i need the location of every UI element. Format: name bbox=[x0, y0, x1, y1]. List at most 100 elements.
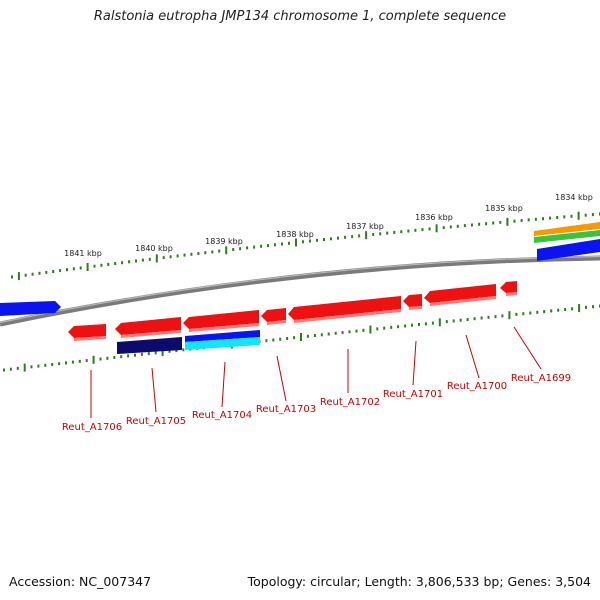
outer-tick-minor bbox=[584, 213, 587, 217]
inner-tick-major bbox=[508, 311, 511, 320]
outer-tick-minor bbox=[190, 252, 193, 256]
inner-tick-major bbox=[438, 318, 441, 327]
outer-tick-minor bbox=[442, 226, 445, 230]
outer-tick-minor bbox=[316, 238, 318, 242]
outer-tick-major bbox=[506, 217, 509, 226]
outer-tick-minor bbox=[93, 264, 96, 268]
outer-tick-minor bbox=[176, 254, 179, 258]
gene-label-reut-a1706[interactable]: Reut_A1706 bbox=[62, 422, 122, 433]
gene-reut-a1700[interactable] bbox=[424, 284, 496, 303]
inner-tick-major bbox=[92, 355, 95, 364]
outer-tick-major bbox=[155, 254, 158, 263]
gene-label-reut-a1703[interactable]: Reut_A1703 bbox=[256, 404, 316, 415]
outer-tick-major bbox=[435, 224, 438, 233]
inner-tick-minor bbox=[106, 356, 109, 360]
gene-reut-a1704[interactable] bbox=[183, 310, 259, 329]
inner-tick-minor bbox=[487, 315, 490, 319]
outer-tick-minor bbox=[45, 270, 48, 274]
gene-reut-a1701[interactable] bbox=[403, 294, 422, 307]
outer-tick-minor bbox=[232, 248, 235, 251]
kbp-label-1836: 1836 kbp bbox=[415, 213, 453, 222]
inner-tick-minor bbox=[424, 322, 427, 326]
inner-tick-minor bbox=[30, 365, 33, 369]
inner-tick-major bbox=[578, 304, 581, 313]
inner-tick-minor bbox=[265, 339, 268, 343]
gene-blue-right[interactable] bbox=[537, 239, 600, 261]
gene-label-reut-a1702[interactable]: Reut_A1702 bbox=[320, 397, 380, 408]
inner-tick-minor bbox=[473, 317, 476, 321]
outer-tick-minor bbox=[549, 216, 552, 220]
inner-tick-minor bbox=[501, 314, 504, 318]
outer-tick-minor bbox=[31, 272, 34, 276]
inner-tick-minor bbox=[279, 337, 282, 341]
outer-tick-minor bbox=[11, 275, 13, 279]
inner-tick-minor bbox=[140, 352, 143, 356]
inner-tick-minor bbox=[182, 348, 185, 352]
kbp-label-1834: 1834 kbp bbox=[555, 193, 593, 202]
outer-tick-minor bbox=[79, 266, 82, 270]
gene-label-reut-a1704[interactable]: Reut_A1704 bbox=[192, 410, 252, 421]
inner-tick-minor bbox=[459, 318, 462, 322]
inner-tick-minor bbox=[362, 328, 365, 332]
outer-tick-minor bbox=[246, 246, 249, 250]
inner-tick-minor bbox=[376, 327, 379, 331]
outer-tick-minor bbox=[52, 270, 55, 273]
outer-tick-minor bbox=[148, 257, 151, 261]
gene-navy[interactable] bbox=[117, 337, 182, 354]
inner-tick-minor bbox=[522, 312, 525, 316]
outer-tick-minor bbox=[414, 228, 417, 232]
gene-reut-a1705[interactable] bbox=[115, 317, 181, 335]
gene-orange[interactable] bbox=[534, 222, 600, 236]
gene-reut-a1699[interactable] bbox=[500, 281, 517, 293]
outer-scale-ticks bbox=[11, 211, 600, 281]
outer-tick-minor bbox=[556, 216, 559, 219]
inner-tick-minor bbox=[452, 319, 455, 323]
outer-tick-minor bbox=[542, 217, 544, 221]
inner-tick-minor bbox=[466, 318, 469, 321]
outer-tick-minor bbox=[281, 242, 283, 246]
outer-tick-major bbox=[17, 272, 20, 281]
inner-tick-minor bbox=[404, 324, 407, 328]
outer-tick-minor bbox=[513, 219, 516, 223]
inner-tick-minor bbox=[65, 361, 67, 365]
inner-tick-minor bbox=[71, 360, 74, 364]
gene-reut-a1706[interactable] bbox=[68, 324, 106, 338]
gene-reut-a1702[interactable] bbox=[288, 296, 401, 320]
outer-tick-minor bbox=[344, 235, 347, 239]
inner-tick-major bbox=[23, 363, 26, 372]
outer-tick-minor bbox=[66, 268, 68, 272]
inner-tick-minor bbox=[355, 329, 358, 333]
outer-tick-minor bbox=[107, 262, 110, 266]
outer-tick-minor bbox=[492, 221, 495, 225]
gene-label-reut-a1700[interactable]: Reut_A1700 bbox=[447, 381, 507, 392]
outer-tick-minor bbox=[260, 244, 263, 248]
inner-tick-major bbox=[369, 325, 372, 334]
gene-label-reut-a1701[interactable]: Reut_A1701 bbox=[383, 389, 443, 400]
accession-text: Accession: NC_007347 bbox=[9, 574, 152, 589]
outer-tick-major bbox=[365, 231, 368, 240]
gene-label-reut-a1699[interactable]: Reut_A1699 bbox=[511, 373, 571, 384]
outer-tick-minor bbox=[379, 232, 382, 236]
outer-tick-minor bbox=[141, 258, 144, 262]
gene-blue-left[interactable] bbox=[0, 301, 61, 316]
outer-tick-minor bbox=[323, 238, 325, 241]
gene-cyan-stack[interactable] bbox=[185, 337, 260, 350]
gene-blue-stack[interactable] bbox=[185, 330, 260, 342]
outer-tick-minor bbox=[520, 219, 523, 222]
gene-label-reut-a1705[interactable]: Reut_A1705 bbox=[126, 416, 186, 427]
inner-tick-major bbox=[300, 333, 302, 341]
gene-green[interactable] bbox=[534, 230, 600, 243]
outer-tick-minor bbox=[114, 262, 117, 265]
kbp-label-1839: 1839 kbp bbox=[205, 237, 243, 246]
outer-tick-minor bbox=[169, 255, 172, 259]
outer-tick-minor bbox=[121, 261, 124, 265]
inner-tick-minor bbox=[78, 359, 81, 363]
inner-tick-minor bbox=[529, 311, 532, 315]
outer-tick-major bbox=[86, 263, 89, 271]
outer-tick-minor bbox=[38, 271, 41, 275]
gene-reut-a1703[interactable] bbox=[261, 308, 286, 322]
outer-tick-minor bbox=[563, 215, 566, 219]
outer-tick-minor bbox=[183, 253, 186, 257]
outer-tick-minor bbox=[59, 269, 62, 273]
